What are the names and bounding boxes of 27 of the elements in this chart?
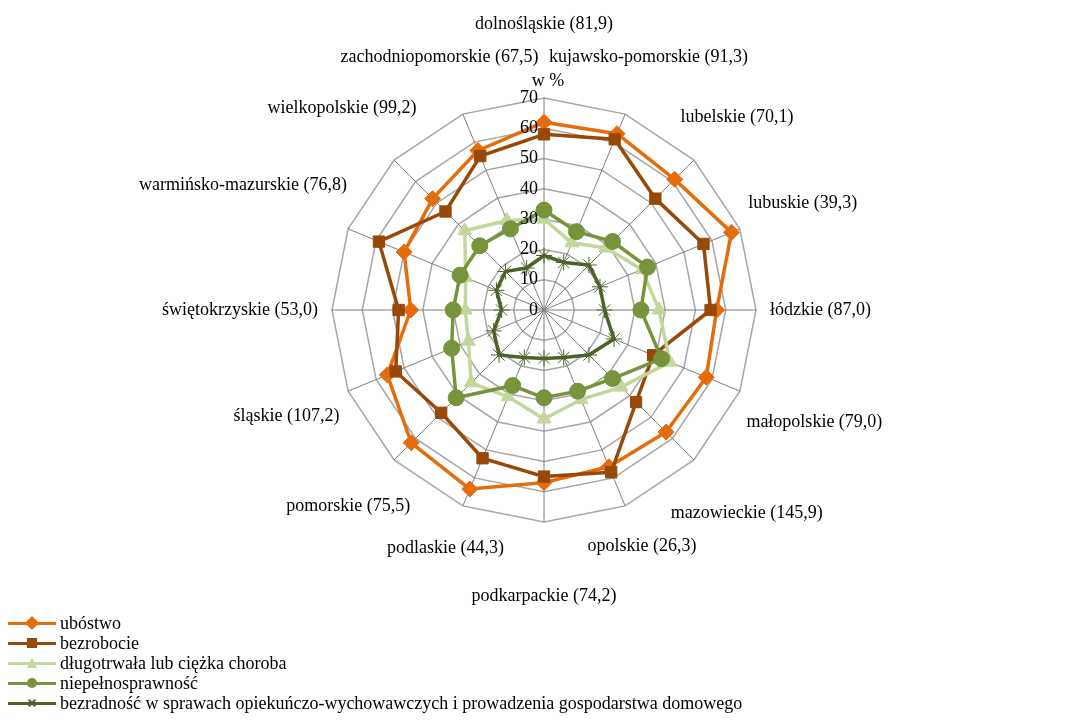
spoke-label: podlaskie (44,3): [386, 536, 504, 558]
legend-label: bezradność w sprawach opiekuńczo-wychowawczych i prowadzenia gospodarstwa domowego: [60, 693, 743, 713]
spoke-label: świętokrzyskie (53,0): [162, 298, 318, 320]
spoke-label: dolnośląskie (81,9): [475, 12, 613, 34]
y-tick-label: 50: [520, 147, 538, 168]
spoke-label: lubuskie (39,3): [748, 191, 858, 213]
spoke-label: podkarpackie (74,2): [471, 584, 617, 606]
y-tick-label: 30: [520, 207, 538, 228]
legend-label: ubóstwo: [60, 613, 122, 633]
spoke-label: małopolskie (79,0): [746, 410, 883, 432]
spoke-label: łódzkie (87,0): [770, 298, 871, 320]
spoke-label: lubelskie (70,1): [680, 105, 794, 127]
y-tick-label: 0: [529, 298, 538, 319]
spoke-label: zachodniopomorskie (67,5): [340, 46, 539, 68]
spoke-label: mazowieckie (145,9): [670, 501, 823, 523]
spoke-label: opolskie (26,3): [587, 535, 697, 557]
spoke-label: pomorskie (75,5): [286, 494, 411, 516]
y-tick-label: 20: [520, 238, 538, 259]
spoke-label: wielkopolskie (99,2): [267, 96, 417, 118]
y-tick-label: 40: [520, 177, 538, 198]
legend-label: niepełnosprawność: [60, 673, 198, 693]
legend-label: bezrobocie: [60, 633, 139, 653]
spoke-label: kujawsko-pomorskie (91,3): [549, 46, 749, 68]
spoke-label: śląskie (107,2): [233, 405, 340, 427]
legend-label: długotrwała lub ciężka choroba: [60, 653, 287, 673]
spoke-label: warmińsko-mazurskie (76,8): [138, 174, 347, 196]
y-tick-label: 10: [520, 268, 538, 289]
